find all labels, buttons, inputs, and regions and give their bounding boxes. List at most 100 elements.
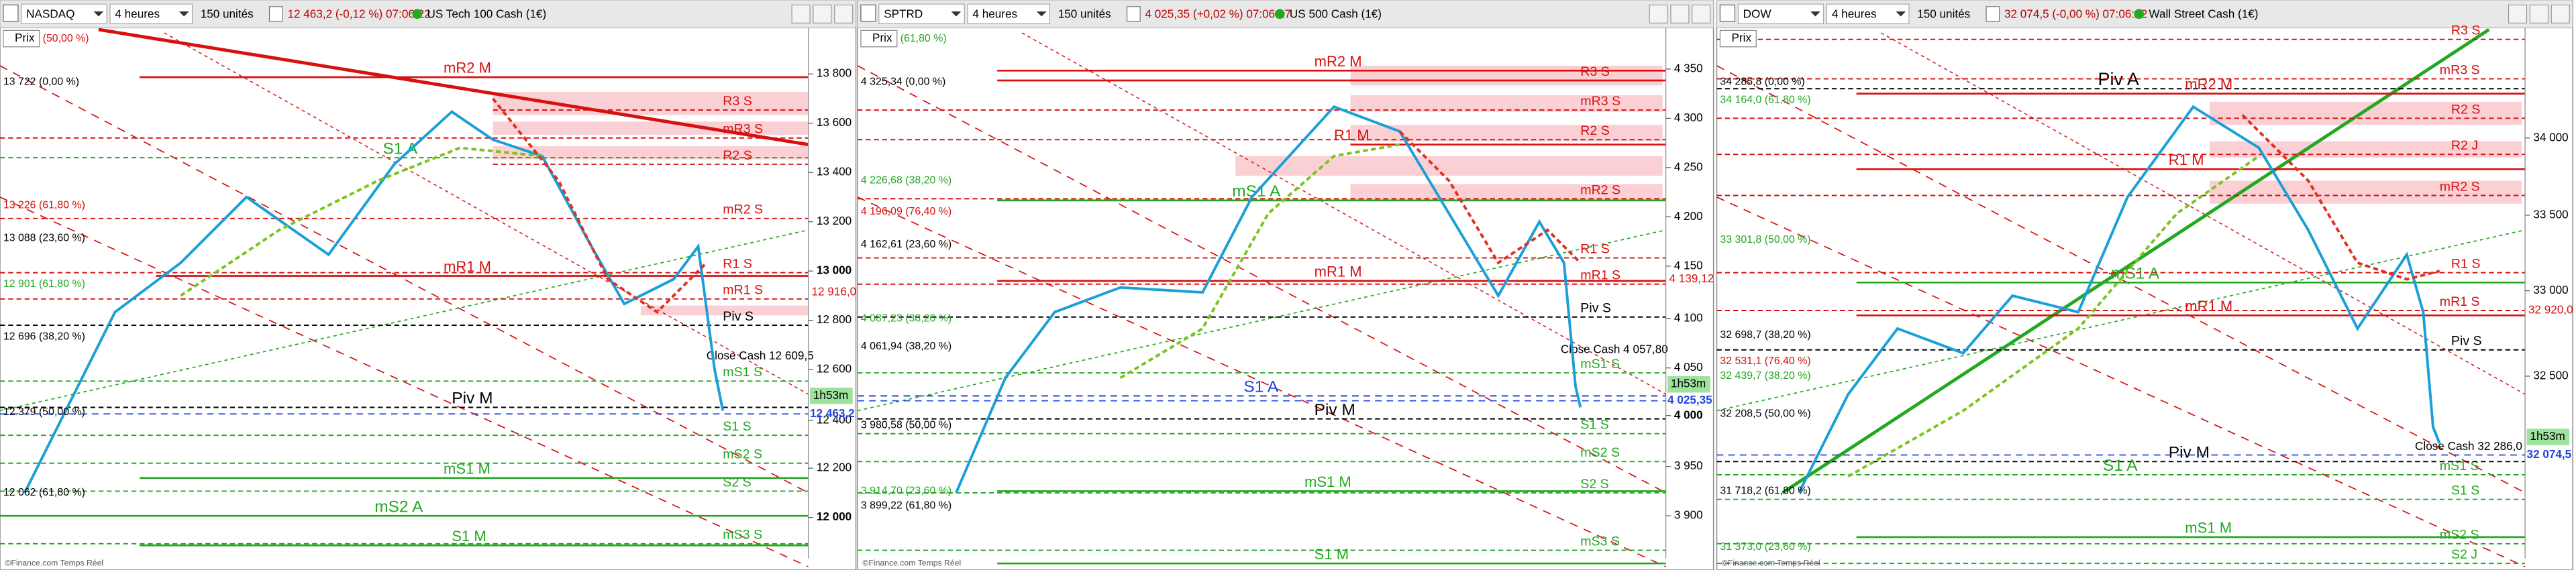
level-label: R2 J	[2451, 138, 2478, 153]
symbol-select[interactable]	[1737, 3, 1824, 25]
level-label: mR2 M	[444, 60, 491, 76]
minimize-button[interactable]	[1649, 4, 1668, 23]
level-label: R3 S	[2451, 23, 2481, 38]
window-frame	[857, 0, 1714, 570]
minimize-button[interactable]	[791, 4, 811, 23]
level-label: Piv M	[2169, 444, 2210, 462]
resistance-zone	[493, 92, 809, 115]
symbol-select[interactable]	[21, 3, 107, 25]
fib-label: 12 379 (50,00 %)	[3, 406, 85, 418]
timer-box	[2526, 429, 2570, 445]
moving-average	[2241, 114, 2440, 281]
axis-tick-label: 13 400	[817, 165, 852, 178]
resistance-zone	[2210, 180, 2522, 204]
fib-label: 32 698,7 (38,20 %)	[1720, 329, 1810, 341]
maximize-button[interactable]	[813, 4, 832, 23]
trend-line	[1716, 229, 2526, 412]
timeframe-select-text: 4 heures	[1832, 7, 1877, 21]
fib-label: 12 062 (61,80 %)	[3, 487, 85, 498]
timer-box	[810, 388, 853, 404]
resistance-zone	[1350, 125, 1663, 141]
level-label: Piv S	[1580, 301, 1611, 316]
footer: ©Finance.com Temps Réel	[862, 558, 961, 567]
fib-label: 4 325,34 (0,00 %)	[861, 76, 945, 88]
price-line	[23, 110, 725, 494]
timeframe-select[interactable]	[1826, 3, 1910, 25]
level-label: R2 S	[1580, 123, 1610, 138]
status-dot	[2134, 9, 2145, 19]
level-label: mR2 S	[2440, 179, 2480, 194]
level-label: mS1 S	[723, 365, 762, 380]
timer: 1h53m	[2530, 429, 2565, 443]
fib-label: 33 301,8 (50,00 %)	[1720, 234, 1810, 245]
axis-tick-label: 3 900	[1674, 508, 1703, 522]
resistance-zone	[493, 146, 809, 160]
level-label: S1 A	[2103, 457, 2138, 475]
resistance-zone	[1350, 184, 1663, 201]
level-label: R2 S	[723, 148, 752, 163]
minimize-button[interactable]	[2508, 4, 2528, 23]
level-label: S1 S	[723, 419, 751, 434]
level-label: mS3 S	[723, 528, 762, 543]
timeframe-select[interactable]	[967, 3, 1050, 25]
axis-tick-label: 12 200	[817, 461, 852, 474]
level-label: mR1 M	[1315, 263, 1362, 280]
close-button[interactable]	[834, 4, 854, 23]
level-label: mR3 S	[1580, 94, 1620, 109]
price-marker: 32 920,0	[2528, 302, 2573, 316]
maximize-button[interactable]	[2529, 4, 2548, 23]
fib-label: 4 226,68 (38,20 %)	[861, 175, 951, 186]
prix-box[interactable]	[3, 30, 40, 48]
level-label: R2 S	[2451, 102, 2481, 117]
level-label: R1 S	[723, 257, 752, 272]
trend-line	[1021, 32, 1666, 395]
level-label: mR1 S	[2440, 294, 2480, 309]
timeframe-select-text: 4 heures	[972, 7, 1017, 21]
symbol-select-text: NASDAQ	[26, 7, 74, 21]
status-dot	[412, 9, 423, 19]
prix-box[interactable]	[860, 30, 898, 48]
level-label: R1 S	[1580, 242, 1610, 257]
instrument: US Tech 100 Cash (1€)	[427, 7, 547, 21]
level-label: mS1 S	[2440, 459, 2479, 473]
fib-label: 34 164,0 (61,80 %)	[1720, 95, 1810, 106]
fib-label: 34 285,8 (0,00 %)	[1720, 76, 1804, 88]
resistance-zone	[1350, 95, 1663, 112]
prix: Prix	[15, 31, 35, 44]
prix-box[interactable]	[1719, 30, 1757, 48]
quote-icon	[1986, 6, 2000, 22]
app-icon	[1719, 4, 1736, 22]
maximize-button[interactable]	[1670, 4, 1690, 23]
level-label: S2 S	[1580, 477, 1608, 492]
level-label: S1 S	[2451, 483, 2479, 498]
level-label: mR3 S	[723, 122, 763, 137]
moving-average	[491, 97, 708, 314]
axis-tick-label: 4 300	[1674, 111, 1703, 124]
close-button[interactable]	[1692, 4, 1711, 23]
quote-icon	[1126, 6, 1141, 22]
symbol-select[interactable]	[878, 3, 965, 25]
timer: 1h53m	[1671, 377, 1706, 390]
level-label: S2 S	[723, 475, 751, 490]
timer-box	[1667, 376, 1710, 393]
axis-tick-label: 3 950	[1674, 459, 1703, 472]
symbol-select-text: SPTRD	[884, 7, 923, 21]
level-label: S1 M	[452, 528, 486, 545]
level-label: S2 J	[2451, 547, 2477, 562]
resistance-zone	[1350, 65, 1663, 86]
axis-tick-label: 4 350	[1674, 61, 1703, 74]
fib-label: 32 439,7 (38,20 %)	[1720, 370, 1810, 382]
level-label: mR1 M	[444, 258, 491, 275]
close-button[interactable]	[2551, 4, 2570, 23]
status-dot	[1274, 9, 1285, 19]
timeframe-select[interactable]	[109, 3, 193, 25]
last-price: 32 074,5	[2527, 447, 2572, 461]
prix: Prix	[872, 31, 892, 44]
price-marker: 12 916,0	[811, 285, 856, 298]
level-label: Close Cash 32 286,0	[2415, 439, 2522, 453]
trend-line	[857, 196, 1666, 567]
chart-window: NASDAQ 4 heures 150 unités 12 463,2 (-0,12 …	[0, 0, 857, 570]
level-label: Piv M	[452, 390, 493, 408]
level-label: mS2 S	[2440, 528, 2479, 543]
